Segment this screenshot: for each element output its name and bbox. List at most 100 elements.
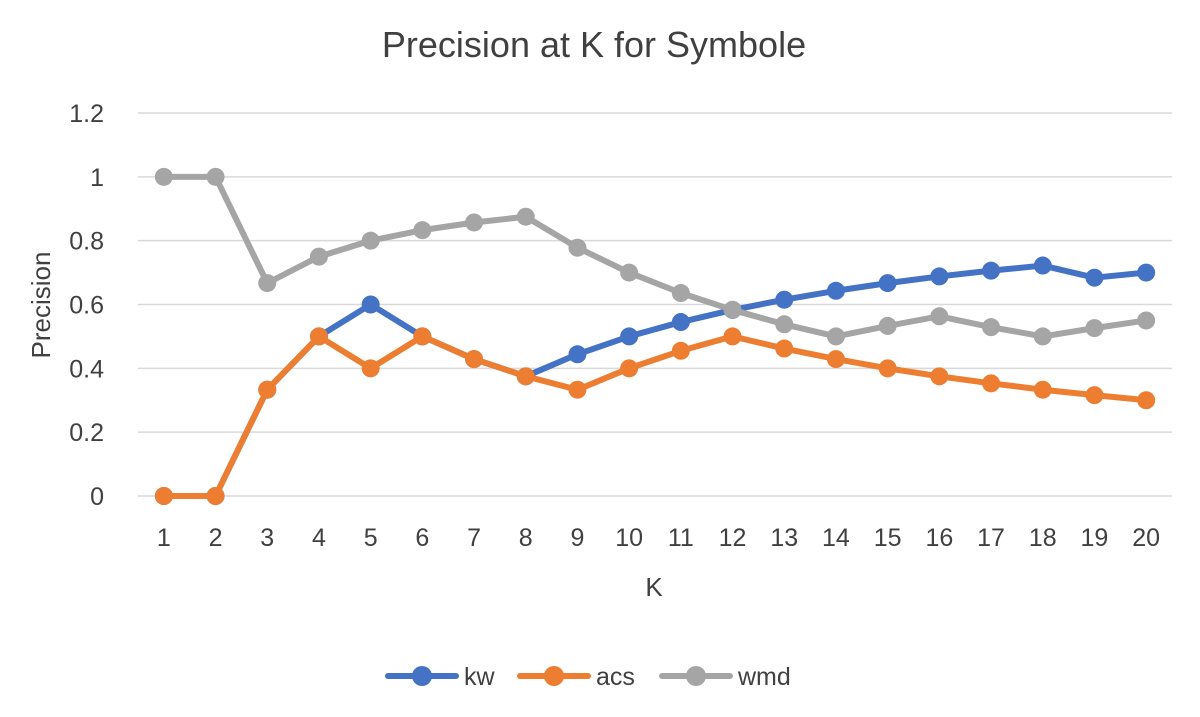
data-point-kw xyxy=(671,313,690,332)
y-tick-label: 1.2 xyxy=(69,100,104,128)
x-tick-label: 15 xyxy=(874,524,902,552)
legend-label-acs: acs xyxy=(596,663,635,691)
series-kw xyxy=(154,256,1156,505)
data-point-acs xyxy=(1085,386,1104,405)
data-point-wmd xyxy=(154,167,173,186)
x-tick-label: 3 xyxy=(260,524,274,552)
data-point-kw xyxy=(930,267,949,286)
data-point-acs xyxy=(206,487,225,505)
data-point-wmd xyxy=(1033,327,1052,346)
data-point-kw xyxy=(982,261,1001,280)
x-axis-title: K xyxy=(645,572,663,602)
data-point-acs xyxy=(1033,380,1052,399)
series-group xyxy=(154,167,1156,505)
y-tick-label: 0.8 xyxy=(69,228,104,256)
data-point-wmd xyxy=(671,284,690,303)
y-axis-ticks: 0 0.2 0.4 0.6 0.8 1 1.2 xyxy=(69,100,104,511)
x-tick-label: 12 xyxy=(719,524,747,552)
data-point-acs xyxy=(1137,391,1156,410)
legend-label-kw: kw xyxy=(464,663,496,691)
x-tick-label: 11 xyxy=(668,524,694,552)
data-point-kw xyxy=(878,274,897,293)
data-point-acs xyxy=(154,487,173,505)
data-point-wmd xyxy=(1137,311,1156,330)
data-point-kw xyxy=(620,327,639,346)
legend-item-wmd: wmd xyxy=(659,663,791,691)
legend: kw acs wmd xyxy=(385,663,791,691)
legend-label-wmd: wmd xyxy=(737,663,791,691)
data-point-acs xyxy=(878,359,897,378)
data-point-wmd xyxy=(930,307,949,326)
data-point-kw xyxy=(1033,256,1052,275)
y-tick-label: 0.2 xyxy=(69,419,104,447)
data-point-wmd xyxy=(982,318,1001,337)
data-point-acs xyxy=(309,327,328,346)
y-tick-label: 0 xyxy=(90,483,104,511)
legend-marker-kw xyxy=(412,666,432,686)
chart-title: Precision at K for Symbole xyxy=(382,24,806,65)
legend-item-acs: acs xyxy=(517,663,635,691)
data-point-acs xyxy=(620,359,639,378)
data-point-wmd xyxy=(516,207,535,226)
x-tick-label: 4 xyxy=(312,524,326,552)
data-point-kw xyxy=(826,281,845,300)
x-tick-label: 14 xyxy=(822,524,850,552)
x-tick-label: 8 xyxy=(519,524,533,552)
data-point-wmd xyxy=(258,274,277,293)
x-tick-label: 18 xyxy=(1029,524,1057,552)
x-tick-label: 7 xyxy=(467,524,481,552)
data-point-wmd xyxy=(465,213,484,232)
x-tick-label: 19 xyxy=(1081,524,1109,552)
data-point-wmd xyxy=(568,238,587,257)
x-tick-label: 2 xyxy=(209,524,223,552)
legend-marker-acs xyxy=(544,666,564,686)
data-point-wmd xyxy=(206,167,225,186)
x-tick-label: 6 xyxy=(415,524,429,552)
y-axis-title: Precision xyxy=(26,252,56,359)
data-point-wmd xyxy=(775,315,794,334)
data-point-kw xyxy=(1085,268,1104,287)
x-tick-label: 5 xyxy=(364,524,378,552)
x-tick-label: 20 xyxy=(1132,524,1160,552)
data-point-wmd xyxy=(309,247,328,266)
data-point-acs xyxy=(258,380,277,399)
series-acs xyxy=(154,327,1156,505)
data-point-acs xyxy=(775,339,794,358)
data-point-acs xyxy=(361,359,380,378)
x-tick-label: 1 xyxy=(157,524,171,552)
data-point-kw xyxy=(1137,263,1156,282)
data-point-acs xyxy=(465,350,484,369)
data-point-acs xyxy=(568,380,587,399)
data-point-kw xyxy=(361,295,380,314)
series-wmd xyxy=(154,167,1156,346)
x-tick-label: 13 xyxy=(770,524,798,552)
data-point-wmd xyxy=(413,221,432,240)
data-point-kw xyxy=(775,290,794,309)
y-tick-label: 0.6 xyxy=(69,292,104,320)
gridlines xyxy=(138,112,1172,497)
x-axis-ticks: 1 2 3 4 5 6 7 8 9 10 11 12 13 14 15 16 17 18 19 20 xyxy=(157,524,1160,552)
x-tick-label: 9 xyxy=(570,524,584,552)
data-point-acs xyxy=(413,327,432,346)
y-tick-label: 1 xyxy=(90,164,104,192)
data-point-wmd xyxy=(1085,319,1104,338)
data-point-wmd xyxy=(361,231,380,250)
x-tick-label: 17 xyxy=(977,524,1005,552)
data-point-wmd xyxy=(878,316,897,335)
x-tick-label: 16 xyxy=(925,524,953,552)
legend-marker-wmd xyxy=(686,666,706,686)
data-point-acs xyxy=(930,367,949,386)
x-tick-label: 10 xyxy=(615,524,643,552)
legend-item-kw: kw xyxy=(385,663,496,691)
series-line-acs xyxy=(160,333,1150,499)
data-point-acs xyxy=(723,327,742,346)
data-point-wmd xyxy=(723,300,742,319)
data-point-wmd xyxy=(826,327,845,346)
data-point-acs xyxy=(826,350,845,369)
data-point-acs xyxy=(982,374,1001,393)
data-point-acs xyxy=(671,341,690,360)
data-point-wmd xyxy=(620,263,639,282)
data-point-kw xyxy=(568,345,587,364)
